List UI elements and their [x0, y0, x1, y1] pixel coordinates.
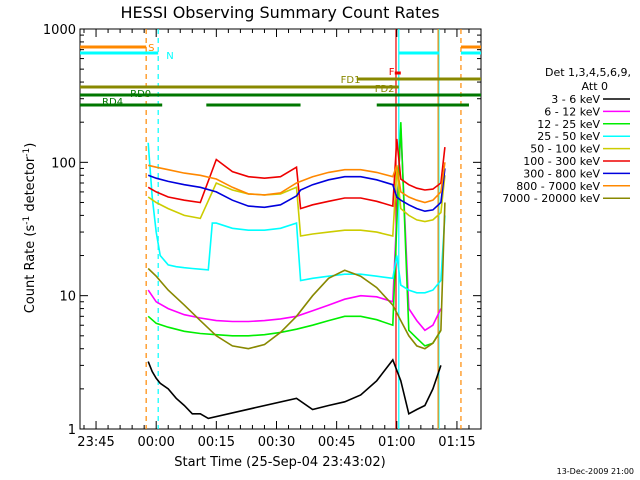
flag-label-f: F	[389, 67, 395, 78]
flag-label-rd0: RD0	[130, 89, 151, 100]
x-tick-label: 00:30	[258, 435, 295, 450]
legend-header-2: Att 0	[582, 80, 608, 93]
series-line-8	[147, 202, 446, 350]
y-tick-label: 1	[68, 423, 76, 438]
series-line-1	[147, 128, 442, 332]
legend-label-0: 3 - 6 keV	[551, 93, 600, 106]
y-tick-label: 100	[51, 156, 76, 171]
series-line-6	[147, 168, 446, 213]
legend-label-8: 7000 - 20000 keV	[502, 192, 600, 205]
series-line-4	[147, 168, 446, 238]
x-tick-label: 23:45	[77, 435, 114, 450]
plot-frame	[79, 28, 482, 430]
y-tick-label: 10	[59, 290, 76, 305]
legend-label-4: 50 - 100 keV	[530, 143, 600, 156]
x-tick-label: 01:15	[438, 435, 475, 450]
series-line-2	[147, 122, 442, 347]
series-line-0	[147, 358, 442, 420]
flag-label-s: S	[148, 43, 154, 54]
y-axis-label-sup2: -1	[22, 148, 32, 157]
y-axis-label-sup1: -1	[22, 216, 32, 225]
flag-label-fd1: FD1	[341, 75, 361, 86]
series-line-3	[147, 142, 446, 294]
y-axis-label-suffix: )	[23, 143, 38, 148]
chart-title: HESSI Observing Summary Count Rates	[120, 3, 439, 22]
legend-label-5: 100 - 300 keV	[523, 155, 600, 168]
flag-label-rd4: RD4	[102, 97, 123, 108]
x-tick-label: 00:15	[198, 435, 235, 450]
chart-content: S N F FD1 FD2 RD0 RD4 1 10 100 1000 23:45 00:00 00:15…	[43, 23, 630, 450]
flag-label-fd2: FD2	[375, 84, 395, 95]
legend-label-7: 800 - 7000 keV	[516, 180, 600, 193]
legend-header-1: Det 1,3,4,5,6,9,	[545, 66, 631, 79]
legend-label-2: 12 - 25 keV	[537, 118, 600, 131]
x-tick-label: 00:45	[318, 435, 355, 450]
series-line-5	[147, 138, 446, 210]
legend-label-3: 25 - 50 keV	[537, 130, 600, 143]
footer-timestamp: 13-Dec-2009 21:00	[557, 467, 634, 476]
y-axis-label-mid: detector	[23, 156, 38, 216]
y-axis-label: Count Rate (s-1 detector-1)	[22, 143, 38, 314]
y-axis-label-prefix: Count Rate (s	[23, 225, 38, 314]
flag-label-n: N	[166, 51, 173, 62]
x-axis-label: Start Time (25-Sep-04 23:43:02)	[174, 455, 385, 470]
x-tick-label: 01:00	[378, 435, 415, 450]
legend-label-1: 6 - 12 keV	[544, 105, 600, 118]
y-tick-label: 1000	[43, 23, 76, 38]
legend-label-6: 300 - 800 keV	[523, 167, 600, 180]
series-line-7	[148, 162, 446, 204]
x-tick-label: 00:00	[137, 435, 174, 450]
